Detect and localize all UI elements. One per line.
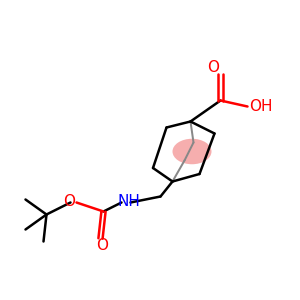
Text: O: O: [207, 60, 219, 75]
Text: NH: NH: [118, 194, 140, 208]
Text: O: O: [63, 194, 75, 208]
Ellipse shape: [172, 139, 212, 164]
Text: OH: OH: [249, 99, 273, 114]
Text: O: O: [96, 238, 108, 253]
